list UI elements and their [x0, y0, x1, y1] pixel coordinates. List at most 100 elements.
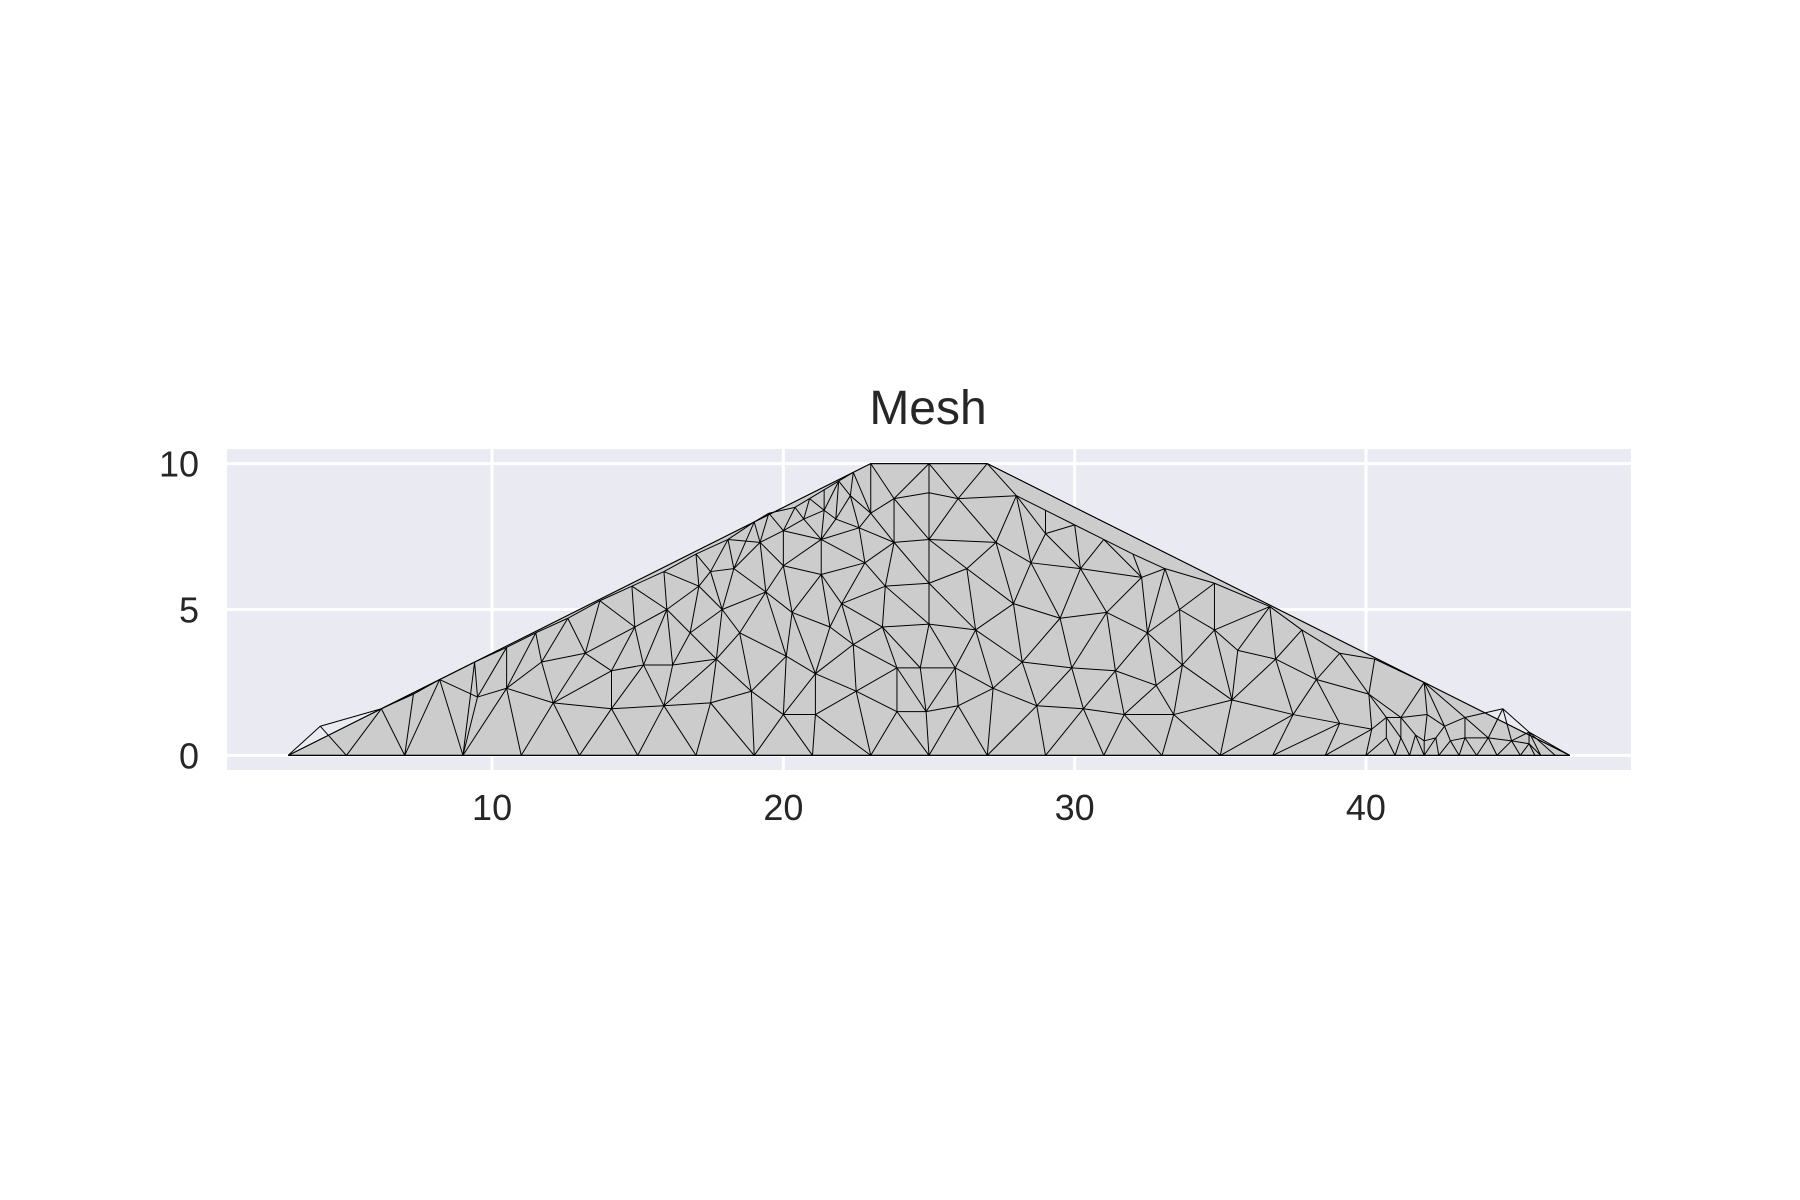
mesh-edge-50 [506, 661, 542, 689]
mesh-edge-171 [823, 480, 840, 511]
mesh-edge-428 [1511, 740, 1530, 745]
mesh-edge-85 [666, 609, 674, 665]
mesh-edge-113 [716, 658, 752, 692]
mesh-edge-80 [631, 585, 668, 610]
mesh-edge-328 [1164, 568, 1180, 610]
mesh-edge-84 [663, 664, 674, 706]
mesh-edge-132 [753, 714, 784, 756]
mesh-edge-295 [1036, 705, 1084, 710]
mesh-edge-229 [885, 582, 930, 587]
mesh-edge-281 [1013, 603, 1061, 619]
x-tick-label-10: 10 [472, 787, 512, 828]
mesh-edge-164 [783, 565, 822, 575]
mesh-edge-346 [1237, 606, 1271, 651]
mesh-edge-79 [663, 571, 668, 610]
mesh-edge-389 [1400, 682, 1425, 718]
mesh-edge-165 [791, 574, 822, 613]
mesh-edge-334 [1179, 582, 1215, 610]
mesh-edge-373 [1371, 717, 1387, 730]
mesh-edge-203 [858, 527, 895, 543]
mesh-edge-53 [535, 617, 569, 634]
mesh-edge-405 [1444, 726, 1451, 742]
mesh-edge-266 [995, 542, 1014, 604]
mesh-edge-236 [919, 623, 930, 668]
mesh-edge-217 [896, 711, 930, 756]
mesh-edge-224 [894, 538, 930, 543]
mesh-edge-107 [710, 571, 723, 610]
mesh-edge-275 [975, 629, 1023, 663]
mesh-edge-235 [882, 626, 921, 669]
mesh-edge-299 [1060, 611, 1107, 619]
mesh-edge-415 [1464, 708, 1503, 718]
mesh-edge-397 [1424, 737, 1436, 742]
mesh-edge-344 [1214, 582, 1270, 608]
mesh-edge-370 [1339, 652, 1370, 695]
mesh-edge-326 [1155, 685, 1175, 715]
y-tick-labels: 0 5 10 [159, 444, 199, 777]
mesh-edge-184 [815, 673, 857, 692]
mesh-edge-31 [413, 679, 440, 695]
mesh-edge-335 [1179, 609, 1215, 631]
mesh-edge-89 [666, 585, 700, 610]
mesh-edge-248 [928, 623, 976, 631]
mesh-edge-88 [663, 571, 700, 587]
mesh-edge-182 [829, 626, 854, 645]
mesh-edge-200 [870, 463, 895, 499]
mesh-edge-402 [1435, 725, 1445, 739]
mesh-edge-232 [884, 585, 930, 625]
mesh-edge-27 [320, 708, 382, 727]
mesh-edge-1 [987, 463, 1571, 756]
mesh-edge-308 [1082, 670, 1116, 710]
mesh-edge-26 [380, 708, 406, 756]
mesh-edge-340 [1219, 699, 1233, 756]
mesh-edge-307 [1071, 667, 1116, 672]
mesh-edge-368 [1365, 729, 1373, 756]
mesh-edge-40 [477, 647, 508, 698]
mesh-edge-34 [462, 661, 476, 756]
mesh-edge-304 [1106, 577, 1142, 613]
mesh-edge-68 [599, 600, 636, 628]
mesh-edge-417 [1476, 737, 1489, 756]
mesh-edge-122 [733, 568, 767, 593]
mesh-edge-223 [957, 463, 988, 499]
mesh-edge-177 [838, 471, 854, 482]
mesh-edge-302 [1080, 568, 1142, 578]
x-tick-label-20: 20 [763, 787, 803, 828]
mesh-edge-194 [858, 527, 866, 563]
mesh-edge-104 [698, 585, 723, 610]
mesh-edge-338 [1173, 699, 1233, 716]
mesh-edge-39 [474, 646, 507, 663]
mesh-edge-162 [809, 489, 825, 500]
mesh-edge-259 [995, 495, 1017, 543]
mesh-edge-324 [1161, 714, 1175, 756]
mesh-edge-426 [1502, 708, 1513, 741]
mesh-edge-440 [1528, 731, 1571, 756]
mesh-edge-144 [782, 565, 793, 613]
mesh-edge-135 [759, 542, 784, 567]
mesh-edge-137 [759, 530, 784, 543]
mesh-edge-243 [925, 667, 956, 712]
mesh-edge-118 [733, 521, 755, 569]
mesh-edge-174 [820, 574, 831, 628]
mesh-edge-254 [928, 538, 997, 543]
mesh-edge-130 [765, 591, 787, 657]
mesh-edge-424 [1511, 740, 1521, 756]
mesh-edge-175 [838, 480, 851, 497]
mesh-edge-108 [715, 632, 741, 660]
mesh-edge-179 [835, 518, 860, 529]
mesh-edge-319 [1146, 568, 1166, 633]
mesh-edge-423 [1488, 737, 1512, 742]
mesh-edge-406 [1449, 740, 1460, 756]
mesh-edge-276 [1012, 603, 1023, 663]
mesh-edge-67 [631, 586, 636, 628]
mesh-edge-349 [1269, 606, 1277, 660]
mesh-edge-75 [637, 705, 665, 756]
mesh-edge-72 [611, 664, 644, 710]
mesh-edge-381 [1400, 737, 1411, 756]
mesh-edge-353 [1275, 658, 1294, 715]
mesh-edge-181 [849, 495, 860, 528]
mesh-edge-170 [835, 481, 840, 520]
mesh-edge-64 [611, 708, 639, 756]
mesh-edge-207 [864, 562, 886, 587]
mesh-edge-168 [820, 518, 837, 540]
